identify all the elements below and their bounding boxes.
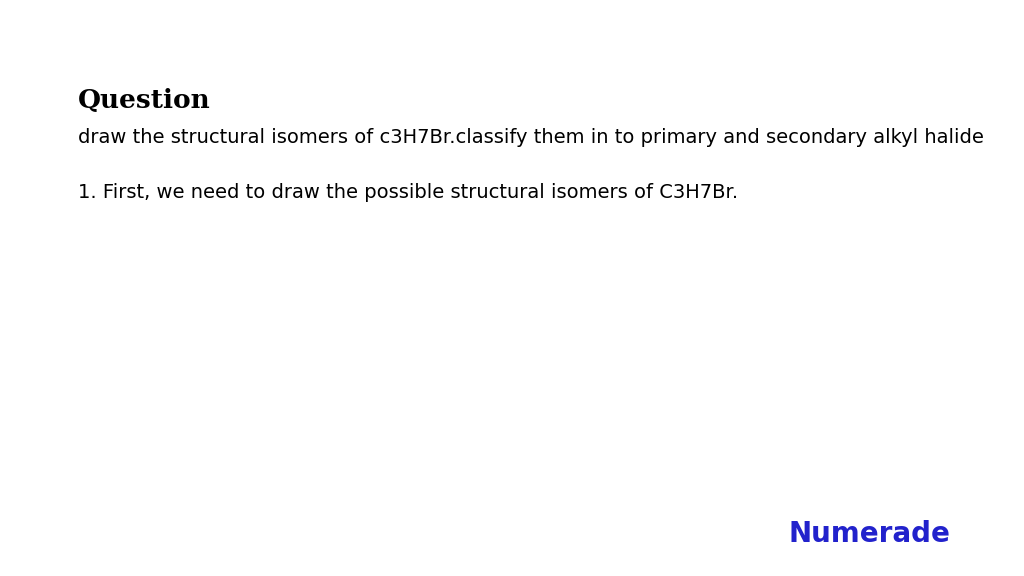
Text: 1. First, we need to draw the possible structural isomers of C3H7Br.: 1. First, we need to draw the possible s…	[78, 183, 738, 202]
Text: Numerade: Numerade	[788, 520, 950, 548]
Text: Question: Question	[78, 88, 211, 113]
Text: draw the structural isomers of c3H7Br.classify them in to primary and secondary : draw the structural isomers of c3H7Br.cl…	[78, 128, 984, 147]
